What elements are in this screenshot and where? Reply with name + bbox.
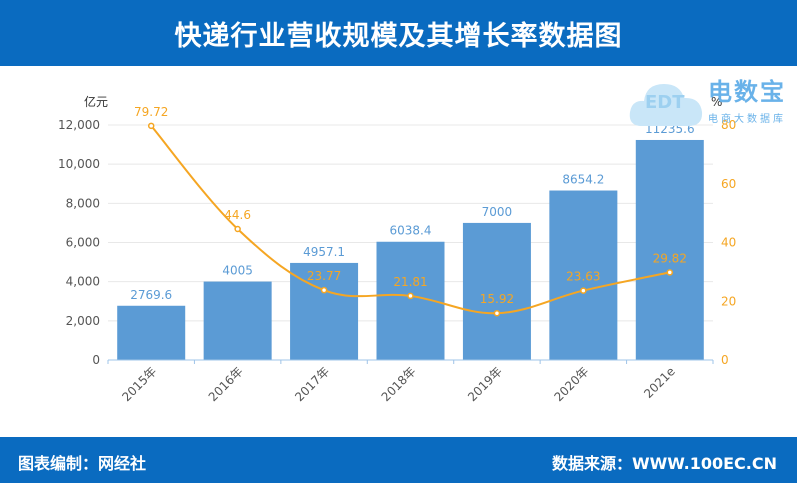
chart-title: 快递行业营收规模及其增长率数据图 <box>0 0 797 66</box>
logo-name: 电数宝 <box>708 78 786 106</box>
footer: 图表编制：网经社 数据来源：WWW.100EC.CN <box>0 437 797 483</box>
bar-value-label: 6038.4 <box>390 224 432 238</box>
y-right-tick-label: 80 <box>721 118 736 132</box>
bar-value-label: 7000 <box>482 205 513 219</box>
x-tick-label: 2021e <box>641 364 678 401</box>
line-point <box>493 309 501 317</box>
line-value-label: 21.81 <box>393 275 427 289</box>
line-value-label: 29.82 <box>653 251 687 265</box>
x-tick-label: 2015年 <box>119 364 159 404</box>
x-tick-label: 2017年 <box>292 364 332 404</box>
y-right-tick-label: 0 <box>721 353 729 367</box>
line-point <box>580 287 587 294</box>
line-value-label: 23.63 <box>566 270 600 284</box>
line-point <box>666 269 674 276</box>
x-tick-label: 2016年 <box>206 364 246 404</box>
y-right-unit-label: % <box>711 95 722 109</box>
y-right-tick-label: 60 <box>721 177 736 191</box>
bar-value-label: 2769.6 <box>130 288 172 302</box>
bar <box>117 305 186 360</box>
line-value-label: 44.6 <box>224 208 251 222</box>
x-tick-label: 2019年 <box>465 364 505 404</box>
logo-subtitle: 电商大数据库 <box>708 114 786 125</box>
line-point <box>407 292 414 300</box>
x-tick-label: 2020年 <box>551 364 591 404</box>
y-left-unit-label: 亿元 <box>84 94 108 109</box>
y-left-tick-label: 4,000 <box>66 275 100 289</box>
bar <box>549 190 618 360</box>
bar-value-label: 4957.1 <box>303 245 345 259</box>
bar-value-label: 4005 <box>222 264 253 278</box>
y-left-tick-label: 6,000 <box>66 236 100 250</box>
cloud-logo-icon <box>629 84 703 126</box>
y-right-tick-label: 20 <box>721 294 736 308</box>
y-left-tick-label: 0 <box>92 353 100 367</box>
y-left-tick-label: 8,000 <box>66 196 100 210</box>
line-value-label: 23.77 <box>307 269 341 283</box>
bar <box>462 222 531 360</box>
bar <box>635 139 704 360</box>
line-value-label: 79.72 <box>134 105 168 119</box>
line-point <box>147 122 155 130</box>
y-right-tick-label: 40 <box>721 236 736 250</box>
line-value-label: 15.92 <box>480 292 514 306</box>
y-left-tick-label: 2,000 <box>66 314 100 328</box>
line-point <box>234 225 241 233</box>
logo-badge: EDT <box>645 92 685 113</box>
line-point <box>320 286 328 294</box>
logo: EDT 电数宝 电商大数据库 <box>628 70 793 134</box>
chart-area: 0 2,000 4,000 6,000 8,000 10,000 12,000 0 20 40 60… <box>58 94 736 404</box>
bar <box>203 281 272 360</box>
x-tick-label: 2018年 <box>379 364 419 404</box>
bar-value-label: 8654.2 <box>562 173 604 187</box>
footer-credit: 图表编制：网经社 <box>18 454 147 473</box>
footer-source: 数据来源：WWW.100EC.CN <box>551 454 777 473</box>
y-left-tick-label: 10,000 <box>58 157 100 171</box>
y-left-tick-label: 12,000 <box>58 118 100 132</box>
